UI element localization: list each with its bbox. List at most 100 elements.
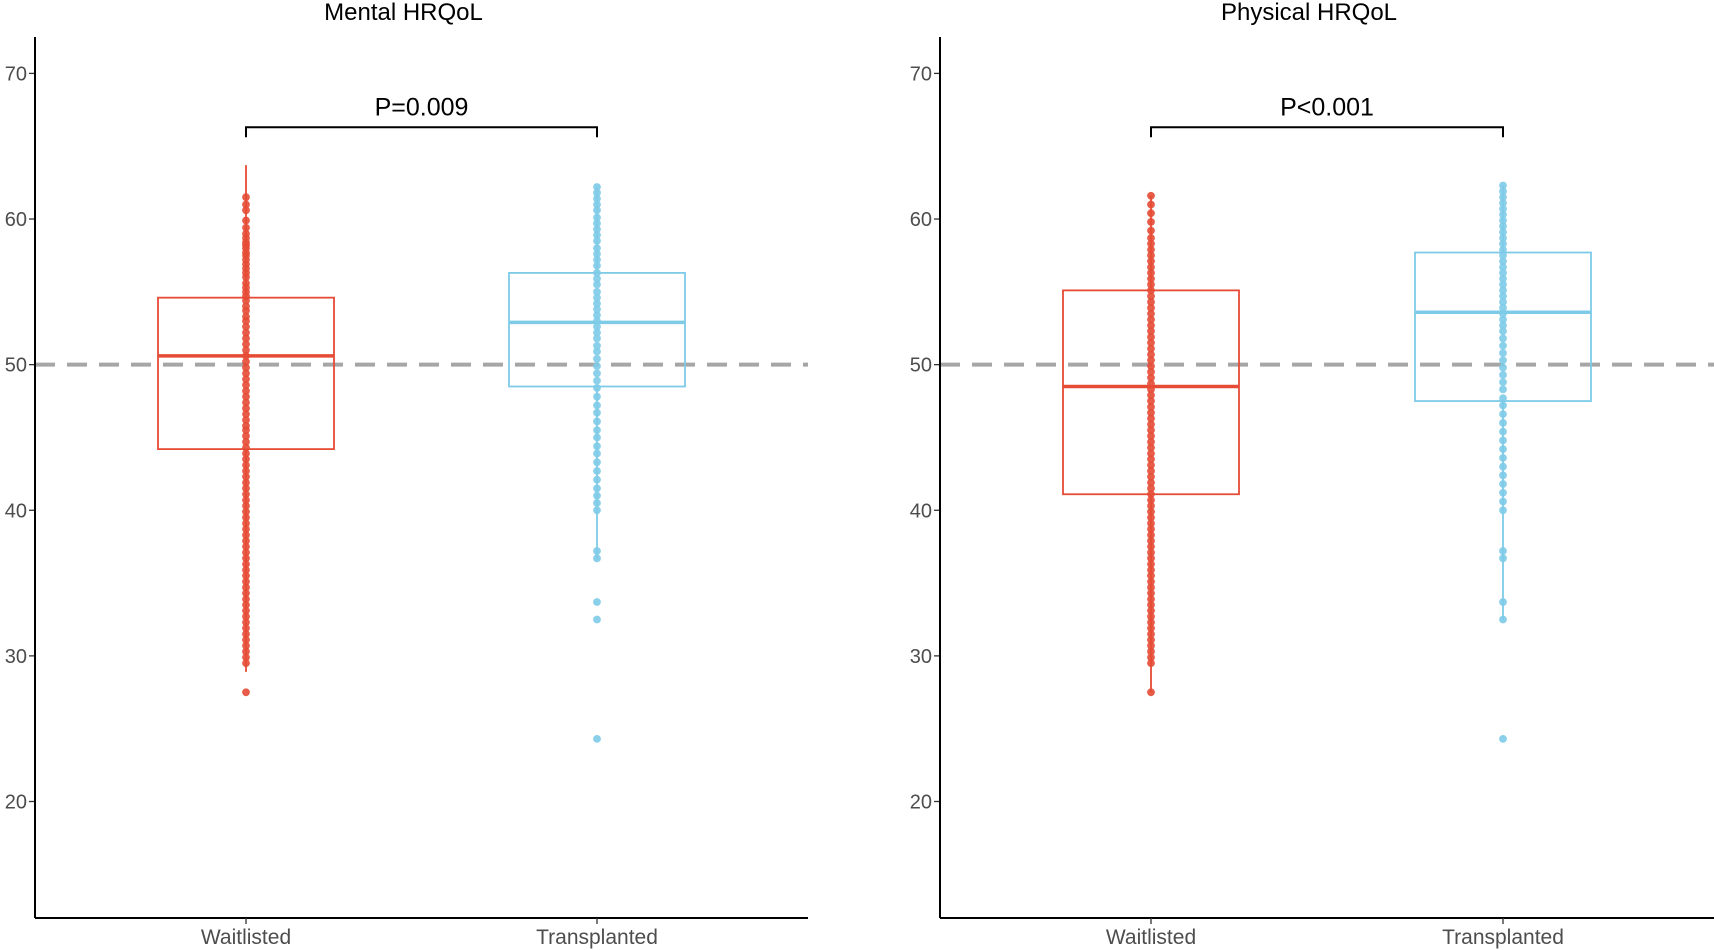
data-point (593, 433, 601, 442)
data-point (1147, 437, 1155, 446)
data-point (242, 223, 250, 232)
data-point (593, 305, 601, 314)
data-point (1147, 624, 1155, 633)
data-point (593, 206, 601, 215)
data-point (1499, 445, 1507, 454)
boxes-layer (1062, 181, 1592, 743)
data-point (593, 484, 601, 493)
data-point (1499, 427, 1507, 436)
y-tick-label: 50 (5, 355, 27, 377)
panel-title: Mental HRQoL (324, 0, 483, 26)
data-point (1147, 391, 1155, 400)
data-point (1499, 488, 1507, 497)
data-point (593, 250, 601, 258)
data-point (242, 519, 250, 528)
data-point (1147, 209, 1155, 218)
data-point (1499, 401, 1507, 410)
data-point (593, 293, 601, 302)
data-point (593, 354, 601, 363)
data-point (593, 499, 601, 507)
data-point (242, 306, 250, 315)
data-point (1499, 418, 1507, 427)
data-point (593, 183, 601, 191)
data-point (242, 496, 250, 504)
data-point (1499, 349, 1507, 357)
data-point (242, 577, 250, 586)
y-tick-label: 20 (910, 792, 932, 814)
data-point (1499, 385, 1507, 394)
data-point (1499, 286, 1507, 295)
box-group-waitlisted (157, 165, 335, 697)
data-point (242, 630, 250, 638)
data-point (242, 392, 250, 401)
data-point (1147, 286, 1155, 295)
data-point (593, 299, 601, 308)
category-label-transplanted: Transplanted (536, 926, 658, 949)
data-point (1147, 449, 1155, 458)
data-point (593, 554, 601, 563)
data-point (1147, 426, 1155, 435)
data-point (1147, 432, 1155, 440)
boxes-layer (157, 165, 686, 743)
comparison-layer: P=0.009 (245, 93, 598, 138)
data-point (242, 647, 250, 656)
data-point (1147, 315, 1155, 324)
data-point (1147, 292, 1155, 301)
data-point (593, 280, 601, 289)
data-point (1147, 218, 1155, 226)
data-point (593, 598, 601, 606)
data-point (593, 491, 601, 500)
data-point (242, 404, 250, 413)
box-group-waitlisted (1062, 191, 1240, 697)
data-point (1147, 548, 1155, 557)
data-point (1499, 298, 1507, 306)
data-point (593, 417, 601, 426)
data-point (1147, 554, 1155, 563)
data-point (1147, 344, 1155, 353)
data-point (1147, 251, 1155, 260)
y-tick-label: 70 (5, 63, 27, 85)
data-point (1147, 350, 1155, 359)
data-point (1499, 410, 1507, 419)
data-point (1147, 356, 1155, 365)
data-point (242, 357, 250, 366)
data-point (1147, 571, 1155, 580)
data-point (1147, 280, 1155, 289)
data-point (1147, 507, 1155, 516)
data-point (242, 346, 250, 354)
y-tick-label: 20 (5, 792, 27, 814)
data-point (593, 347, 601, 356)
data-point (242, 317, 250, 325)
data-point (1147, 478, 1155, 487)
data-point (242, 601, 250, 609)
data-point (1147, 542, 1155, 551)
data-point (1499, 480, 1507, 488)
data-point (1147, 519, 1155, 528)
data-point (1499, 734, 1507, 743)
data-point (1147, 601, 1155, 609)
data-point (1499, 394, 1507, 403)
data-point (242, 501, 250, 510)
data-point (1147, 472, 1155, 481)
y-tick-label: 30 (5, 646, 27, 668)
data-point (1499, 547, 1507, 555)
x-categories: Waitlisted Transplanted (201, 926, 658, 949)
data-point (1499, 341, 1507, 350)
data-point (1499, 239, 1507, 248)
data-point (1147, 408, 1155, 417)
data-point (242, 583, 250, 592)
data-point (1499, 497, 1507, 506)
data-point (593, 261, 601, 270)
data-point (1147, 536, 1155, 545)
data-point (1147, 612, 1155, 621)
data-point (242, 612, 250, 621)
data-point (242, 328, 250, 337)
data-point (1147, 414, 1155, 423)
data-point (1147, 659, 1155, 668)
data-point (1147, 513, 1155, 522)
data-point (593, 225, 601, 234)
data-point (1147, 647, 1155, 656)
data-point (1499, 554, 1507, 563)
data-point (1147, 618, 1155, 627)
data-point (1499, 193, 1507, 202)
